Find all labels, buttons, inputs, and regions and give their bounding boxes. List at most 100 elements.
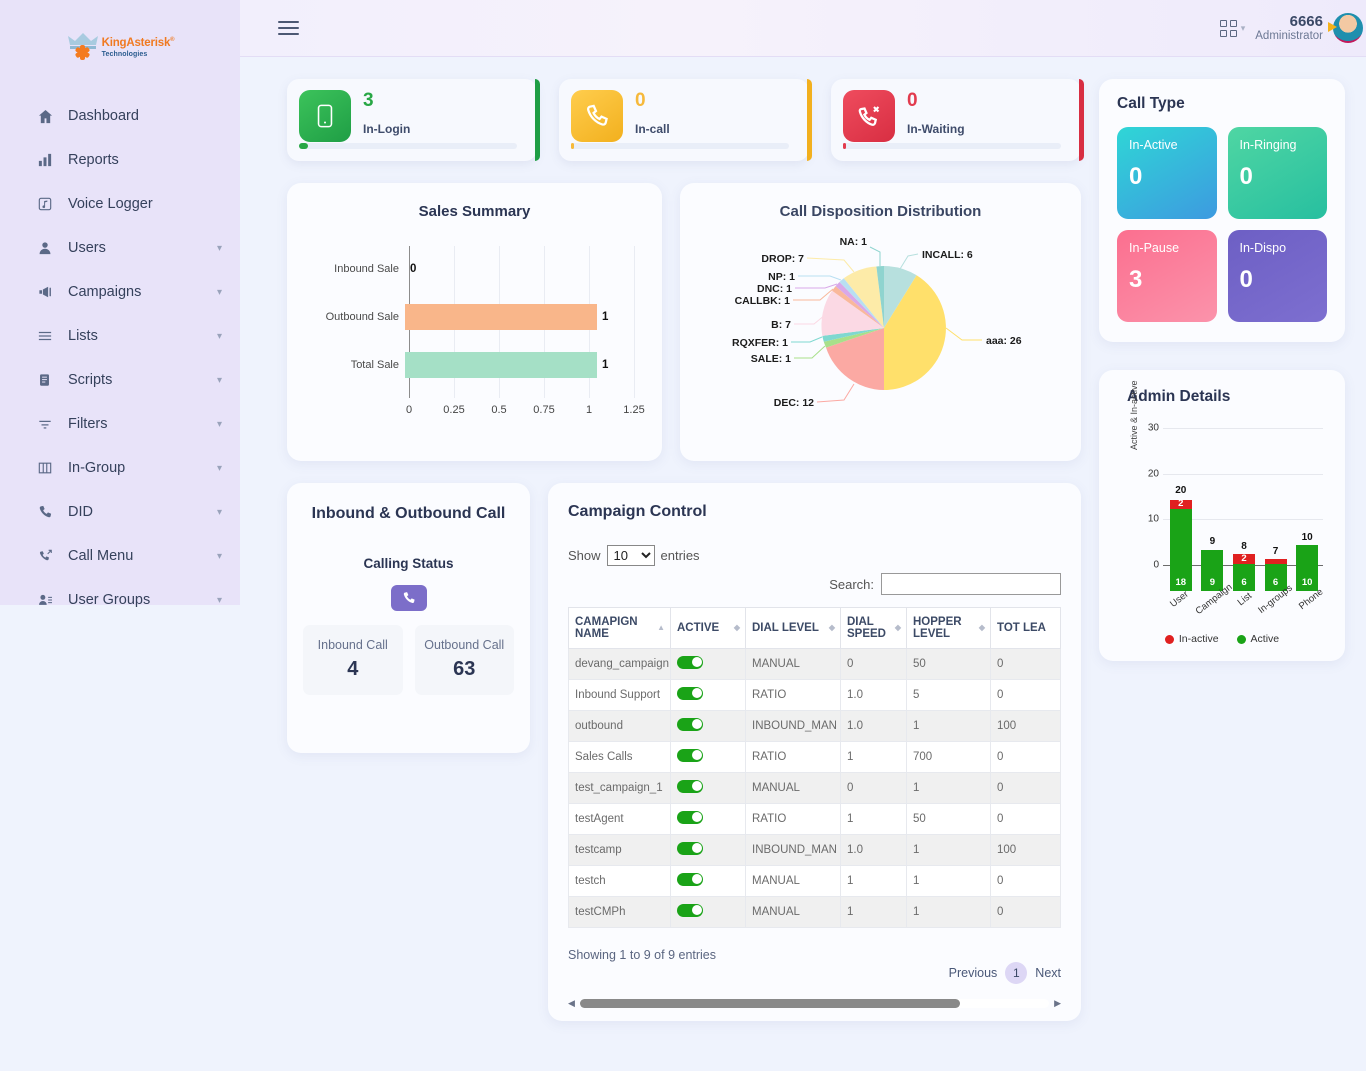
stat-card-in-call[interactable]: 0 In-call	[559, 79, 812, 161]
scroll-right-icon[interactable]: ▶	[1054, 998, 1061, 1008]
outbound-call-label: Outbound Call	[424, 638, 505, 652]
active-toggle[interactable]	[677, 811, 703, 824]
table-row[interactable]: testcamp INBOUND_MAN 1.0 1 100	[568, 834, 1061, 866]
brand-logo[interactable]: KingAsterisk® Technologies	[0, 18, 240, 74]
active-toggle[interactable]	[677, 749, 703, 762]
calling-status-label: Calling Status	[363, 556, 454, 571]
column-header-hopper-level[interactable]: HOPPER LEVEL ◆	[906, 607, 991, 649]
phone-icon[interactable]	[390, 585, 427, 611]
cell-dial-speed: 1.0	[840, 679, 907, 711]
tile-in-dispo[interactable]: In-Dispo 0	[1227, 230, 1327, 322]
chevron-down-icon[interactable]: ▾	[216, 330, 222, 342]
chevron-down-icon[interactable]: ▾	[216, 550, 222, 562]
crown-asterisk-icon	[66, 31, 100, 61]
sidebar-item-call-menu[interactable]: Call Menu ▾	[0, 534, 240, 578]
stat-card-in-login[interactable]: 3 In-Login	[287, 79, 540, 161]
search-control: Search:	[568, 573, 1061, 595]
right-column: Call Type In-Active 0 In-Ringing 0 In-Pa…	[1099, 79, 1345, 1021]
cell-total-leads: 100	[990, 710, 1061, 742]
next-button[interactable]: Next	[1035, 966, 1061, 980]
chart-title: Sales Summary	[418, 203, 531, 220]
search-input[interactable]	[881, 573, 1061, 595]
cell-active	[670, 865, 746, 897]
active-toggle[interactable]	[677, 718, 703, 731]
table-row[interactable]: devang_campaign MANUAL 0 50 0	[568, 648, 1061, 680]
cell-dial-speed: 1	[840, 803, 907, 835]
chevron-down-icon[interactable]: ▾	[216, 242, 222, 254]
page-1-button[interactable]: 1	[1005, 962, 1028, 984]
legend-item-inactive[interactable]: In-active	[1164, 633, 1219, 645]
sidebar-item-in-group[interactable]: In-Group ▾	[0, 446, 240, 490]
chevron-down-icon[interactable]: ▾	[216, 418, 222, 430]
document-icon	[38, 373, 58, 387]
chevron-down-icon[interactable]: ▾	[216, 594, 222, 606]
chevron-down-icon[interactable]: ▾	[216, 374, 222, 386]
table-row[interactable]: Inbound Support RATIO 1.0 5 0	[568, 679, 1061, 711]
hamburger-icon[interactable]	[278, 20, 299, 36]
page-size-select[interactable]: 10 25 50 100	[606, 545, 655, 566]
bar-segment-active: 10	[1296, 545, 1319, 591]
table-row[interactable]: testCMPh MANUAL 1 1 0	[568, 896, 1061, 928]
table-row[interactable]: test_campaign_1 MANUAL 0 1 0	[568, 772, 1061, 804]
previous-button[interactable]: Previous	[948, 966, 998, 980]
sidebar-item-campaigns[interactable]: Campaigns ▾	[0, 270, 240, 314]
card-title: Inbound & Outbound Call	[311, 505, 506, 522]
chevron-down-icon[interactable]: ▾	[216, 506, 222, 518]
column-header-campaign-name[interactable]: CAMAPIGN NAME ▲	[568, 607, 671, 649]
tile-in-pause[interactable]: In-Pause 3	[1117, 230, 1217, 322]
active-toggle[interactable]	[677, 780, 703, 793]
scroll-left-icon[interactable]: ◀	[568, 998, 575, 1008]
avatar[interactable]	[1328, 13, 1363, 43]
y-tick: 0	[1153, 559, 1159, 571]
tile-in-ringing[interactable]: In-Ringing 0	[1227, 127, 1327, 219]
column-header-dial-level[interactable]: DIAL LEVEL ◆	[745, 607, 841, 649]
table-row[interactable]: Sales Calls RATIO 1 700 0	[568, 741, 1061, 773]
scroll-thumb[interactable]	[579, 999, 960, 1008]
sidebar-item-voice-logger[interactable]: Voice Logger	[0, 182, 240, 226]
stat-label: In-Login	[363, 121, 411, 136]
sidebar-item-user-groups[interactable]: User Groups ▾	[0, 578, 240, 622]
legend-item-active[interactable]: Active	[1236, 633, 1279, 645]
sidebar-item-did[interactable]: DID ▾	[0, 490, 240, 534]
pie-label: DEC: 12	[774, 397, 814, 409]
active-toggle[interactable]	[677, 687, 703, 700]
stat-card-in-waiting[interactable]: 0 In-Waiting	[831, 79, 1084, 161]
sort-asc-icon: ▲	[657, 623, 665, 632]
active-toggle[interactable]	[677, 873, 703, 886]
scroll-track[interactable]	[579, 999, 1050, 1008]
call-disposition-chart: NA: 1 INCALL: 6 DROP: 7 NP: 1 DNC: 1 CAL…	[694, 220, 1067, 438]
mobile-icon	[299, 90, 351, 142]
bar-value: 1	[602, 311, 609, 323]
column-header-total-leads[interactable]: TOT LEA	[990, 607, 1061, 649]
chevron-down-icon[interactable]: ▾	[1240, 22, 1246, 33]
main-area: ▾ 6666 Administrator 3 In-Login	[240, 0, 1366, 1071]
sidebar-item-reports[interactable]: Reports	[0, 138, 240, 182]
accent-edge	[535, 79, 540, 161]
sidebar-item-filters[interactable]: Filters ▾	[0, 402, 240, 446]
chart-row: Sales Summary Inbound Sale 0	[287, 183, 1081, 461]
active-toggle[interactable]	[677, 656, 703, 669]
column-header-active[interactable]: ACTIVE ◆	[670, 607, 746, 649]
chevron-down-icon[interactable]: ▾	[216, 286, 222, 298]
cell-dial-level: MANUAL	[745, 772, 841, 804]
brand-registered: ®	[170, 37, 175, 44]
chevron-down-icon[interactable]: ▾	[216, 462, 222, 474]
column-header-dial-speed[interactable]: DIAL SPEED ◆	[840, 607, 907, 649]
table-row[interactable]: testch MANUAL 1 1 0	[568, 865, 1061, 897]
tile-in-active[interactable]: In-Active 0	[1117, 127, 1217, 219]
x-axis-ticks: 0 0.25 0.5 0.75 1 1.25	[406, 404, 645, 422]
sidebar-item-scripts[interactable]: Scripts ▾	[0, 358, 240, 402]
segment-value: 6	[1241, 577, 1247, 588]
filter-icon	[38, 417, 58, 431]
active-toggle[interactable]	[677, 904, 703, 917]
sidebar-item-dashboard[interactable]: Dashboard	[0, 94, 240, 138]
sidebar-item-lists[interactable]: Lists ▾	[0, 314, 240, 358]
cell-active	[670, 803, 746, 835]
active-toggle[interactable]	[677, 842, 703, 855]
sidebar-item-users[interactable]: Users ▾	[0, 226, 240, 270]
horizontal-scrollbar[interactable]: ◀ ▶	[568, 998, 1061, 1009]
grid-apps-button[interactable]: ▾	[1219, 19, 1246, 37]
user-info[interactable]: 6666 Administrator	[1255, 13, 1323, 43]
table-row[interactable]: outbound INBOUND_MAN 1.0 1 100	[568, 710, 1061, 742]
table-row[interactable]: testAgent RATIO 1 50 0	[568, 803, 1061, 835]
